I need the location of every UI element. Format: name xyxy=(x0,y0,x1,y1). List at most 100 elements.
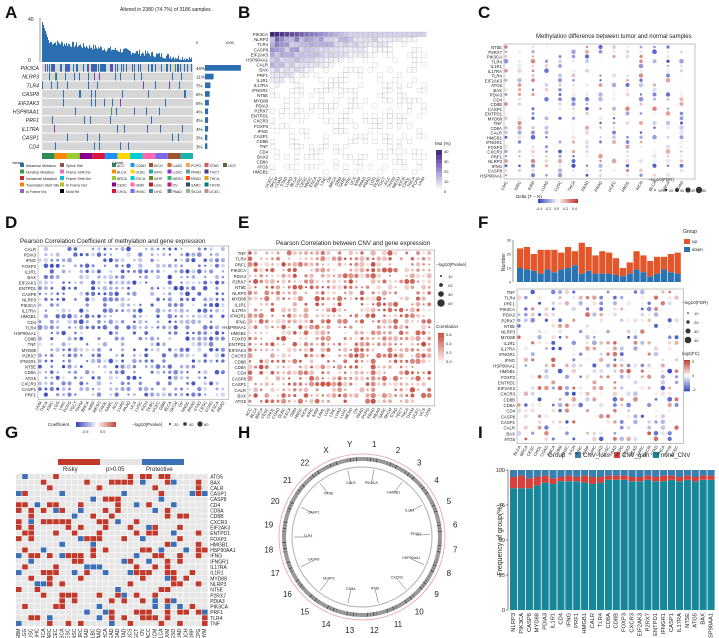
panel-e-dot xyxy=(258,318,264,324)
panel-e-dot xyxy=(332,268,336,272)
panel-b-cancer-label: PRAD xyxy=(362,176,372,189)
panel-d-dot xyxy=(114,370,119,375)
panel-h-chromosome-label: 21 xyxy=(283,476,292,485)
panel-a-variant-label: Frame Shift Del xyxy=(66,177,91,181)
panel-b-heat-cell xyxy=(279,52,285,58)
panel-g-cell xyxy=(152,615,158,621)
panel-d-dot xyxy=(97,287,101,290)
panel-g-cell xyxy=(177,541,183,547)
panel-b-heat-cell xyxy=(343,144,349,149)
panel-b-heat-cell xyxy=(387,67,393,73)
panel-g-cell xyxy=(183,581,189,587)
panel-e-dot xyxy=(376,325,381,329)
panel-b-heat-cell xyxy=(416,164,422,170)
panel-c-dot xyxy=(531,112,535,115)
panel-c-dot xyxy=(585,111,589,116)
panel-d-dot xyxy=(96,353,102,358)
panel-f-gene-label: PDIA3 xyxy=(503,313,516,318)
panel-e-dot xyxy=(382,382,387,386)
panel-d-dot xyxy=(220,392,226,397)
panel-g-cell xyxy=(189,536,196,542)
panel-a-cancer-swatch xyxy=(186,176,190,180)
panel-e-dot xyxy=(404,370,410,376)
panel-e-cancer-label: ACC xyxy=(244,407,253,417)
panel-f-dot xyxy=(558,318,562,323)
panel-c-dot xyxy=(626,174,629,177)
panel-e-dot xyxy=(332,297,336,300)
panel-a-variant-label: In Frame Del xyxy=(66,184,87,188)
panel-d-dot xyxy=(49,325,54,330)
panel-e-dot xyxy=(315,314,319,318)
panel-b-heat-cell xyxy=(343,47,349,53)
panel-e-dot xyxy=(288,297,291,300)
panel-c-dot xyxy=(572,131,575,134)
panel-f-gene-label: NT5E xyxy=(504,324,515,329)
panel-b-heat-cell xyxy=(274,57,280,63)
panel-c-dot xyxy=(584,68,590,73)
panel-b-heat-cell xyxy=(348,31,353,37)
panel-e-dot xyxy=(321,263,324,266)
panel-e-dot xyxy=(265,285,269,289)
panel-b-heat-cell xyxy=(372,139,378,144)
panel-d-dot xyxy=(50,280,54,285)
panel-a-top-bar xyxy=(132,52,133,62)
panel-a-top-bar xyxy=(115,47,116,62)
panel-f-dot xyxy=(538,301,542,305)
panel-g-cell xyxy=(164,620,171,626)
panel-c-dot xyxy=(652,134,657,140)
panel-a-variant-label: Splice Site xyxy=(66,164,83,168)
panel-b-heat-cell xyxy=(358,52,363,58)
panel-f-dot xyxy=(660,414,666,419)
panel-e-dot xyxy=(332,302,336,306)
panel-a-mutation-mark xyxy=(53,64,54,72)
panel-f-dot xyxy=(557,402,563,408)
panel-f-dot xyxy=(660,431,665,436)
panel-d-dot xyxy=(220,246,225,252)
panel-g-cell xyxy=(158,541,165,547)
panel-f-dot xyxy=(612,312,617,317)
panel-f-dot xyxy=(613,386,617,390)
panel-c-gene-label: IFNG xyxy=(492,164,503,169)
panel-b-heat-cell xyxy=(372,52,378,58)
panel-e-dot xyxy=(253,262,258,267)
panel-e-dot xyxy=(338,325,341,329)
panel-g-cell xyxy=(65,496,72,502)
panel-d-dot xyxy=(132,303,136,307)
panel-e-dot xyxy=(360,365,364,369)
panel-b-heat-cell xyxy=(299,87,304,93)
panel-f-bar-down xyxy=(633,269,640,282)
panel-d-dot xyxy=(156,314,160,318)
panel-b-heat-cell xyxy=(309,93,314,98)
panel-i-category-label: CD8A xyxy=(606,613,612,629)
panel-e-dot xyxy=(276,399,280,403)
panel-h-chromosome-label: 20 xyxy=(271,497,280,506)
panel-d-size-label: −log10(Pvalue) xyxy=(132,422,163,427)
panel-d-gene-label: FOXP3 xyxy=(22,264,37,269)
panel-d-dot xyxy=(55,375,60,380)
panel-g-cell xyxy=(40,485,47,491)
panel-i-legend-title: Group xyxy=(548,452,566,459)
panel-c-cancer-label: BLCA xyxy=(648,180,658,192)
panel-g-cell xyxy=(84,479,90,485)
panel-d-dot xyxy=(50,331,53,335)
panel-c-gene-label: CASP1 xyxy=(488,107,503,112)
panel-e-dot xyxy=(382,319,387,324)
panel-f-dot xyxy=(668,426,672,430)
panel-b-heat-cell xyxy=(407,139,412,144)
panel-f-dot xyxy=(653,346,659,351)
panel-d-dot xyxy=(168,376,172,380)
panel-d-dot xyxy=(127,298,130,301)
panel-b-heat-cell xyxy=(274,154,280,160)
panel-d-dot xyxy=(114,319,119,324)
panel-f-dot xyxy=(564,391,570,396)
panel-d-gene-label: EIF2AK3 xyxy=(19,281,37,286)
panel-b-heat-cell xyxy=(294,103,300,109)
panel-g-cell xyxy=(40,620,47,626)
panel-a-mutation-mark xyxy=(99,142,100,150)
panel-d-dot xyxy=(102,297,108,302)
panel-b-heat-cell xyxy=(421,31,427,37)
panel-g-cell xyxy=(121,570,127,576)
panel-g-cell xyxy=(40,575,47,581)
panel-b-heat-cell xyxy=(294,67,300,73)
panel-e-dot xyxy=(370,250,376,256)
